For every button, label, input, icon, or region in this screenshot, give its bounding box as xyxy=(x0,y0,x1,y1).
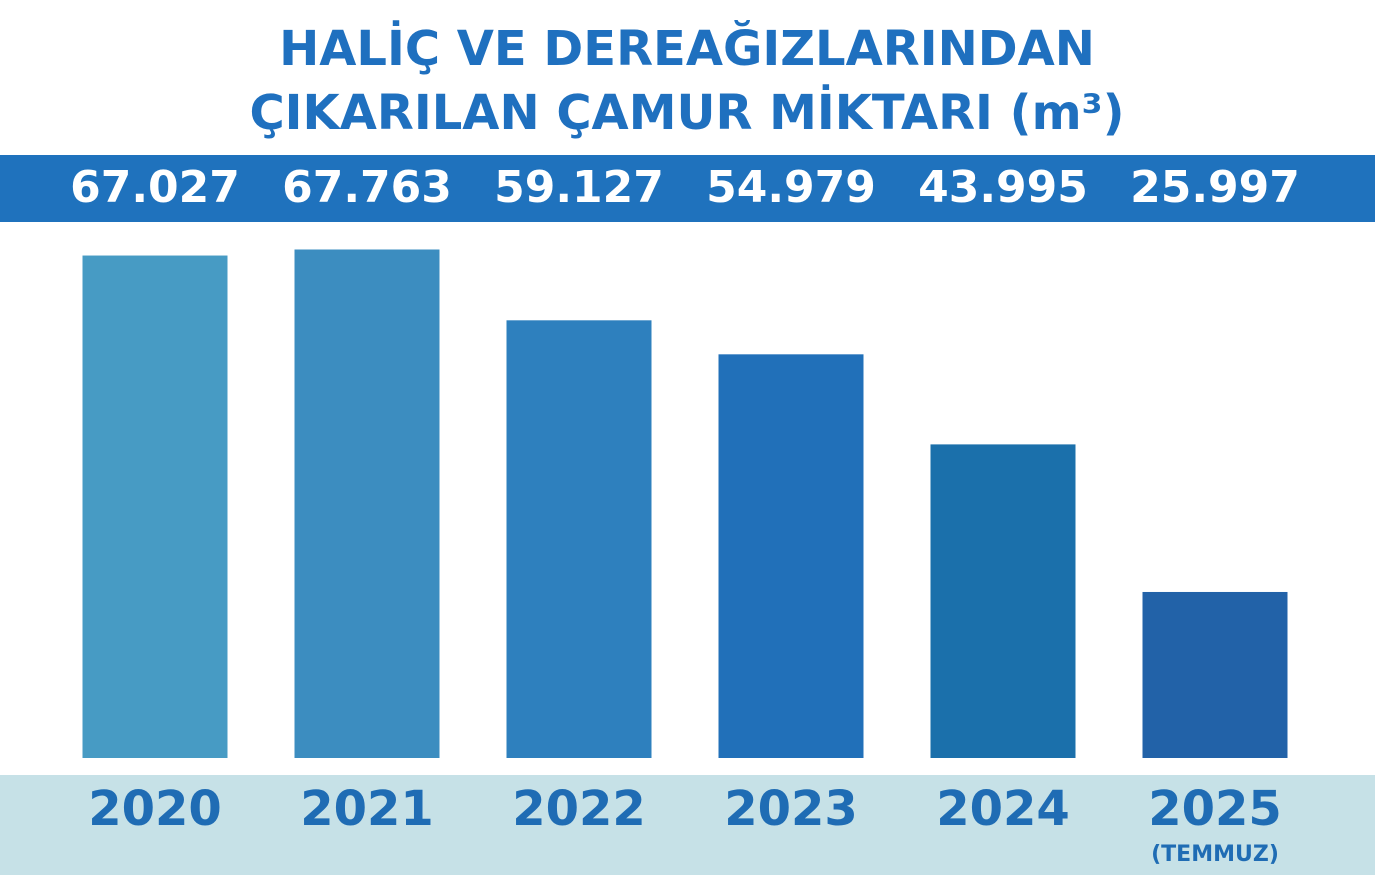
value-band xyxy=(0,155,1375,222)
x-tick-label: 2022 xyxy=(512,781,646,837)
bar xyxy=(930,444,1076,758)
bar xyxy=(294,249,440,758)
bar xyxy=(506,320,652,758)
bar xyxy=(718,354,864,758)
x-tick-label: 2025 xyxy=(1148,781,1282,837)
bar xyxy=(1142,591,1288,758)
x-tick-label: 2021 xyxy=(300,781,434,837)
category-band xyxy=(0,775,1375,875)
bar xyxy=(82,255,228,758)
category-note: (TEMMUZ) xyxy=(1151,842,1279,867)
value-label: 67.763 xyxy=(282,162,452,213)
chart-title: HALİÇ VE DEREAĞIZLARINDAN xyxy=(279,20,1095,77)
value-label: 54.979 xyxy=(706,162,876,213)
chart-title: ÇIKARILAN ÇAMUR MİKTARI (m³) xyxy=(249,84,1124,141)
value-label: 25.997 xyxy=(1130,162,1300,213)
x-tick-label: 2024 xyxy=(936,781,1070,837)
x-tick-label: 2023 xyxy=(724,781,858,837)
value-label: 43.995 xyxy=(918,162,1088,213)
value-label: 59.127 xyxy=(494,162,664,213)
value-label: 67.027 xyxy=(70,162,240,213)
x-tick-label: 2020 xyxy=(88,781,222,837)
